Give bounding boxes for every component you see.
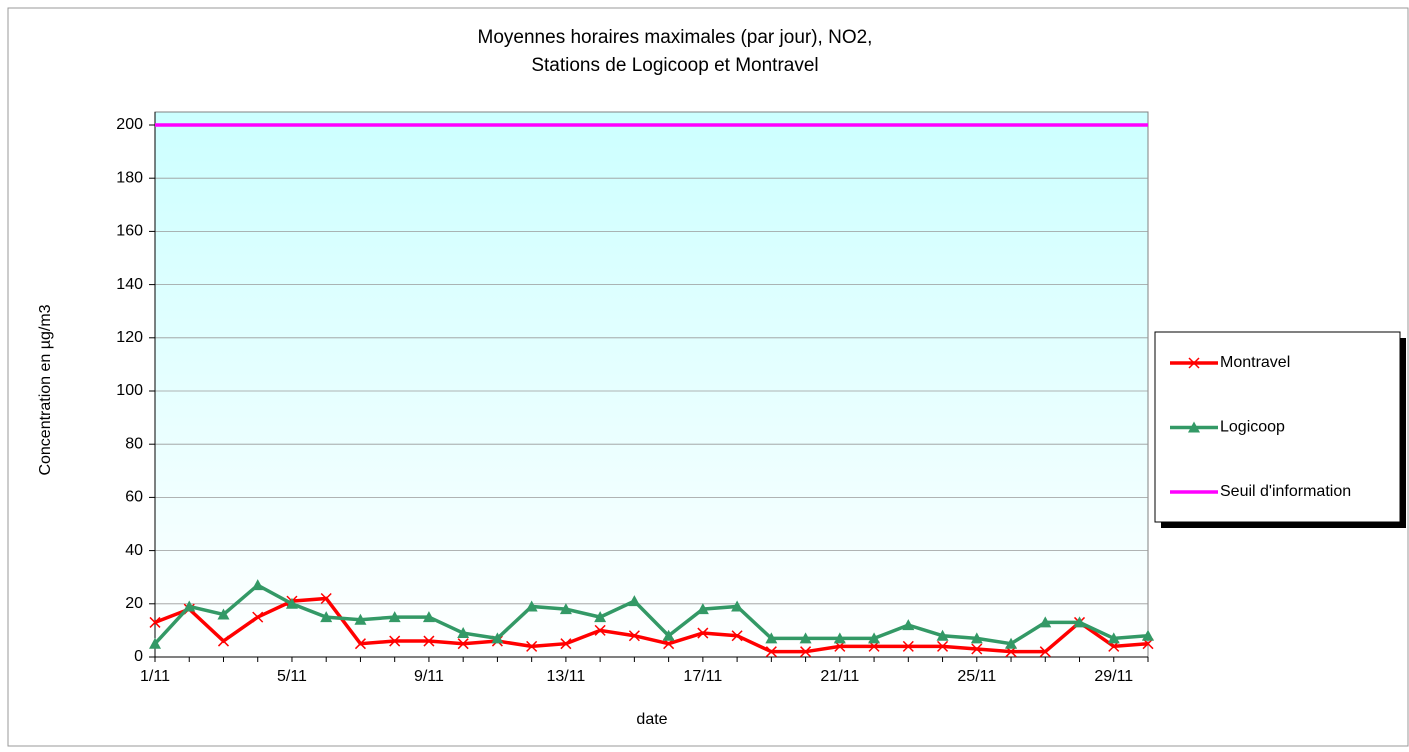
marker [594, 624, 606, 636]
series-line [154, 596, 1149, 654]
marker [320, 611, 333, 623]
marker [662, 629, 675, 641]
marker [937, 640, 949, 652]
marker [731, 630, 743, 642]
x-axis-label: date [636, 711, 667, 728]
marker [1039, 616, 1052, 628]
marker [389, 635, 401, 647]
marker [285, 597, 298, 609]
marker [765, 632, 778, 644]
x-tick-label: 17/11 [683, 668, 722, 685]
x-tick-label: 13/11 [546, 668, 585, 685]
y-tick-label: 100 [116, 382, 143, 399]
x-tick-label: 25/11 [957, 668, 996, 685]
x-tick-label: 29/11 [1094, 668, 1133, 685]
y-tick-label: 160 [116, 223, 143, 240]
marker [1039, 646, 1051, 658]
marker [936, 629, 949, 641]
marker [1188, 357, 1200, 369]
marker [799, 632, 812, 644]
marker [423, 635, 435, 647]
marker [731, 600, 744, 612]
marker [697, 627, 709, 639]
x-tick-label: 5/11 [277, 668, 307, 685]
y-axis-label: Concentration en µg/m3 [37, 304, 54, 475]
marker [1142, 629, 1154, 641]
marker [559, 603, 572, 615]
marker [217, 635, 230, 647]
y-tick-label: 40 [125, 542, 143, 559]
marker [1073, 616, 1086, 628]
marker [1005, 637, 1018, 649]
y-tick-label: 20 [125, 595, 143, 612]
marker [1188, 421, 1200, 433]
marker [217, 608, 230, 620]
marker [765, 646, 777, 658]
marker [525, 600, 538, 612]
marker [354, 638, 366, 650]
marker [149, 637, 161, 649]
marker [388, 611, 401, 623]
y-tick-label: 200 [116, 116, 143, 133]
y-tick-label: 80 [125, 435, 143, 452]
marker [628, 595, 641, 607]
marker [970, 632, 983, 644]
marker [491, 632, 504, 644]
marker [457, 627, 470, 639]
plot-area [154, 111, 1149, 658]
marker [868, 632, 881, 644]
chart-title: Stations de Logicoop et Montravel [531, 55, 818, 76]
marker [422, 611, 435, 623]
chart-title: Moyennes horaires maximales (par jour), … [478, 27, 873, 48]
marker [696, 603, 709, 615]
series-line [153, 583, 1149, 646]
y-tick-label: 180 [116, 169, 143, 186]
marker [251, 579, 264, 591]
legend-label: Montravel [1220, 354, 1290, 371]
marker [320, 592, 332, 605]
marker [354, 613, 367, 625]
marker [149, 616, 161, 628]
y-tick-label: 60 [125, 489, 143, 506]
marker [560, 638, 572, 650]
marker [252, 611, 264, 623]
x-tick-label: 1/11 [140, 668, 170, 685]
marker [628, 630, 640, 642]
marker [594, 611, 607, 623]
marker [1107, 632, 1120, 644]
x-tick-label: 21/11 [820, 668, 859, 685]
marker [971, 643, 983, 655]
legend-label: Logicoop [1220, 419, 1285, 436]
marker [183, 600, 196, 612]
marker [902, 619, 915, 631]
marker [457, 638, 469, 650]
x-tick-label: 9/11 [414, 668, 444, 685]
marker [526, 640, 538, 652]
marker [902, 640, 914, 652]
marker [800, 646, 812, 658]
y-tick-label: 0 [134, 648, 143, 665]
y-tick-label: 140 [116, 276, 143, 293]
legend-label: Seuil d'information [1220, 483, 1351, 500]
y-tick-label: 120 [116, 329, 143, 346]
marker [833, 632, 846, 644]
